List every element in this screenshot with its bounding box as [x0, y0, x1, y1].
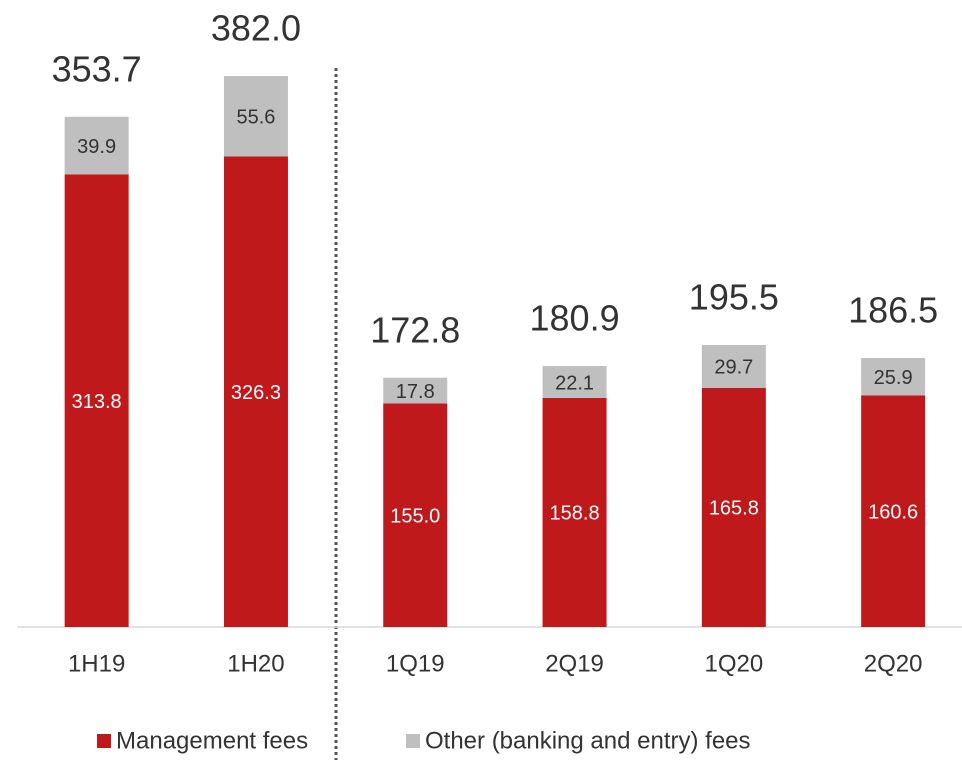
data-label: 39.9	[77, 136, 116, 158]
data-label: 165.8	[709, 498, 759, 520]
x-tick-label: 2Q20	[864, 650, 923, 677]
bar-segment	[383, 403, 448, 627]
total-label: 180.9	[530, 298, 620, 339]
data-label: 25.9	[874, 367, 913, 389]
data-label: 22.1	[555, 372, 594, 394]
x-tick-label: 1H19	[68, 650, 125, 677]
bar-segment	[701, 387, 766, 627]
bar-segment	[542, 397, 607, 627]
data-label: 326.3	[231, 382, 281, 404]
bar-segment	[64, 174, 129, 627]
bar-segment	[861, 357, 926, 396]
x-tick-label: 1H20	[227, 650, 284, 677]
bar-segment	[542, 366, 607, 398]
data-label: 17.8	[396, 381, 435, 403]
x-tick-label: 1Q19	[386, 650, 445, 677]
total-label: 382.0	[211, 7, 301, 48]
data-label: 160.6	[868, 501, 918, 523]
x-tick-label: 1Q20	[704, 650, 763, 677]
legend-label: Other (banking and entry) fees	[425, 727, 751, 754]
total-label: 195.5	[689, 277, 779, 318]
legend-swatch	[406, 734, 420, 748]
bar-segment	[701, 344, 766, 388]
bar-segment	[861, 395, 926, 627]
legend-label: Management fees	[116, 727, 308, 754]
data-label: 313.8	[72, 391, 122, 413]
total-label: 353.7	[52, 48, 142, 89]
bar-segment	[223, 156, 288, 627]
total-label: 186.5	[848, 289, 938, 330]
bar-segment	[383, 377, 448, 404]
bar-segment	[223, 76, 288, 157]
legend-swatch	[97, 734, 111, 748]
data-label: 155.0	[390, 505, 440, 527]
bar-segment	[64, 116, 129, 175]
x-tick-label: 2Q19	[545, 650, 604, 677]
data-label: 158.8	[550, 503, 600, 525]
total-label: 172.8	[370, 309, 460, 350]
data-label: 55.6	[236, 106, 275, 128]
data-label: 29.7	[714, 357, 753, 379]
